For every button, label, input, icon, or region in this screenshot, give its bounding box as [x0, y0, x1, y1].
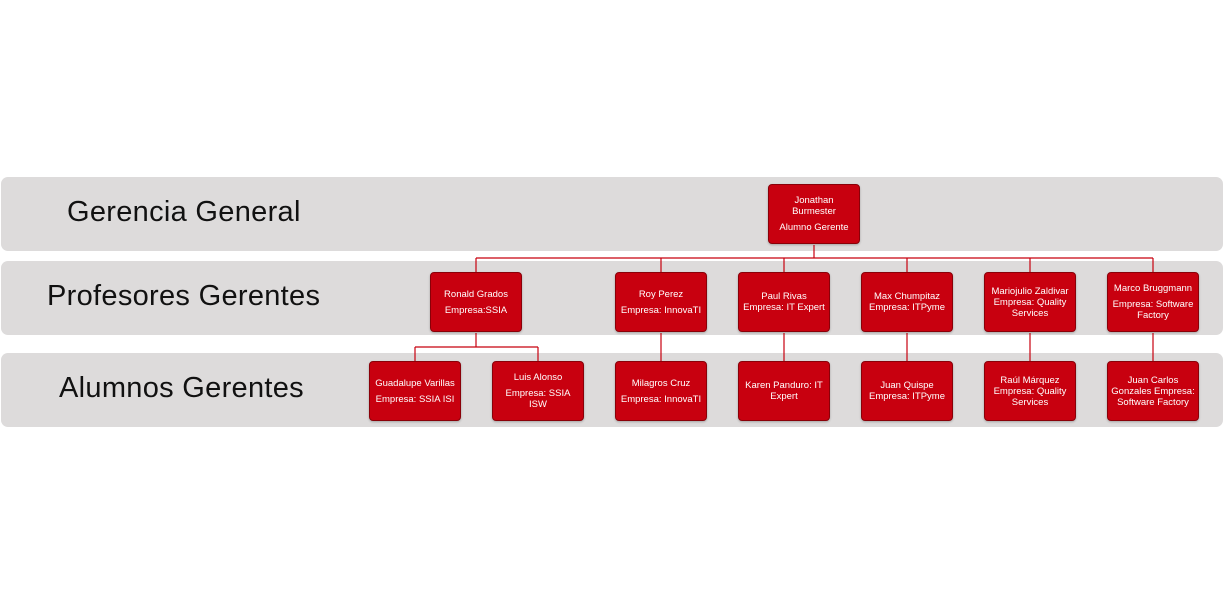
node-role: Empresa: IT Expert	[743, 302, 825, 313]
node-name: Paul Rivas	[761, 291, 807, 302]
node-name: Raúl Márquez	[1000, 374, 1060, 386]
node-roy-perez: Roy Perez Empresa: InnovaTI	[615, 272, 707, 332]
node-role: Empresa: InnovaTI	[620, 393, 702, 405]
node-mariojulio-zaldivar: Mariojulio Zaldivar Empresa: Quality Ser…	[984, 272, 1076, 332]
node-juan-carlos-gonzales: Juan Carlos Gonzales Empresa: Software F…	[1107, 361, 1199, 421]
node-role: Empresa: ITPyme	[868, 391, 946, 402]
node-milagros-cruz: Milagros Cruz Empresa: InnovaTI	[615, 361, 707, 421]
band-label-profesores-gerentes: Profesores Gerentes	[47, 280, 321, 312]
node-role: Empresa:SSIA	[444, 304, 508, 316]
node-juan-quispe: Juan Quispe Empresa: ITPyme	[861, 361, 953, 421]
node-max-chumpitaz: Max Chumpitaz Empresa: ITPyme	[861, 272, 953, 332]
node-role: Empresa: Software Factory	[1112, 299, 1194, 321]
band-gerencia-general	[1, 177, 1223, 251]
node-raul-marquez: Raúl Márquez Empresa: Quality Services	[984, 361, 1076, 421]
node-name: Guadalupe Varillas	[375, 377, 455, 389]
node-role: Alumno Gerente	[779, 222, 849, 233]
node-name: Karen Panduro: IT Expert	[745, 380, 823, 402]
node-role: Empresa: InnovaTI	[620, 304, 702, 316]
node-luis-alonso: Luis Alonso Empresa: SSIA ISW	[492, 361, 584, 421]
node-paul-rivas: Paul Rivas Empresa: IT Expert	[738, 272, 830, 332]
node-name: Mariojulio Zaldivar	[991, 285, 1069, 297]
node-name: Milagros Cruz	[631, 377, 691, 389]
node-role: Empresa: SSIA ISI	[375, 393, 455, 405]
node-role: Empresa: Quality Services	[993, 296, 1067, 319]
node-name: Marco Bruggmann	[1113, 283, 1193, 294]
node-guadalupe-varillas: Guadalupe Varillas Empresa: SSIA ISI	[369, 361, 461, 421]
band-label-alumnos-gerentes: Alumnos Gerentes	[59, 372, 304, 404]
node-name: Juan Carlos Gonzales Empresa: Software F…	[1111, 374, 1195, 408]
node-name: Luis Alonso	[513, 372, 563, 383]
node-name: Jonathan Burmester	[792, 195, 836, 217]
node-ronald-grados: Ronald Grados Empresa:SSIA	[430, 272, 522, 332]
node-name: Max Chumpitaz	[874, 291, 940, 302]
node-marco-bruggmann: Marco Bruggmann Empresa: Software Factor…	[1107, 272, 1199, 332]
node-name: Ronald Grados	[444, 288, 508, 300]
band-label-gerencia-general: Gerencia General	[67, 196, 301, 228]
node-role: Empresa: Quality Services	[993, 385, 1067, 408]
node-name: Juan Quispe	[880, 380, 934, 391]
node-jonathan-burmester: Jonathan Burmester Alumno Gerente	[768, 184, 860, 244]
node-name: Roy Perez	[638, 288, 684, 300]
node-karen-panduro: Karen Panduro: IT Expert	[738, 361, 830, 421]
node-role: Empresa: SSIA ISW	[505, 388, 571, 410]
node-role: Empresa: ITPyme	[868, 302, 946, 313]
